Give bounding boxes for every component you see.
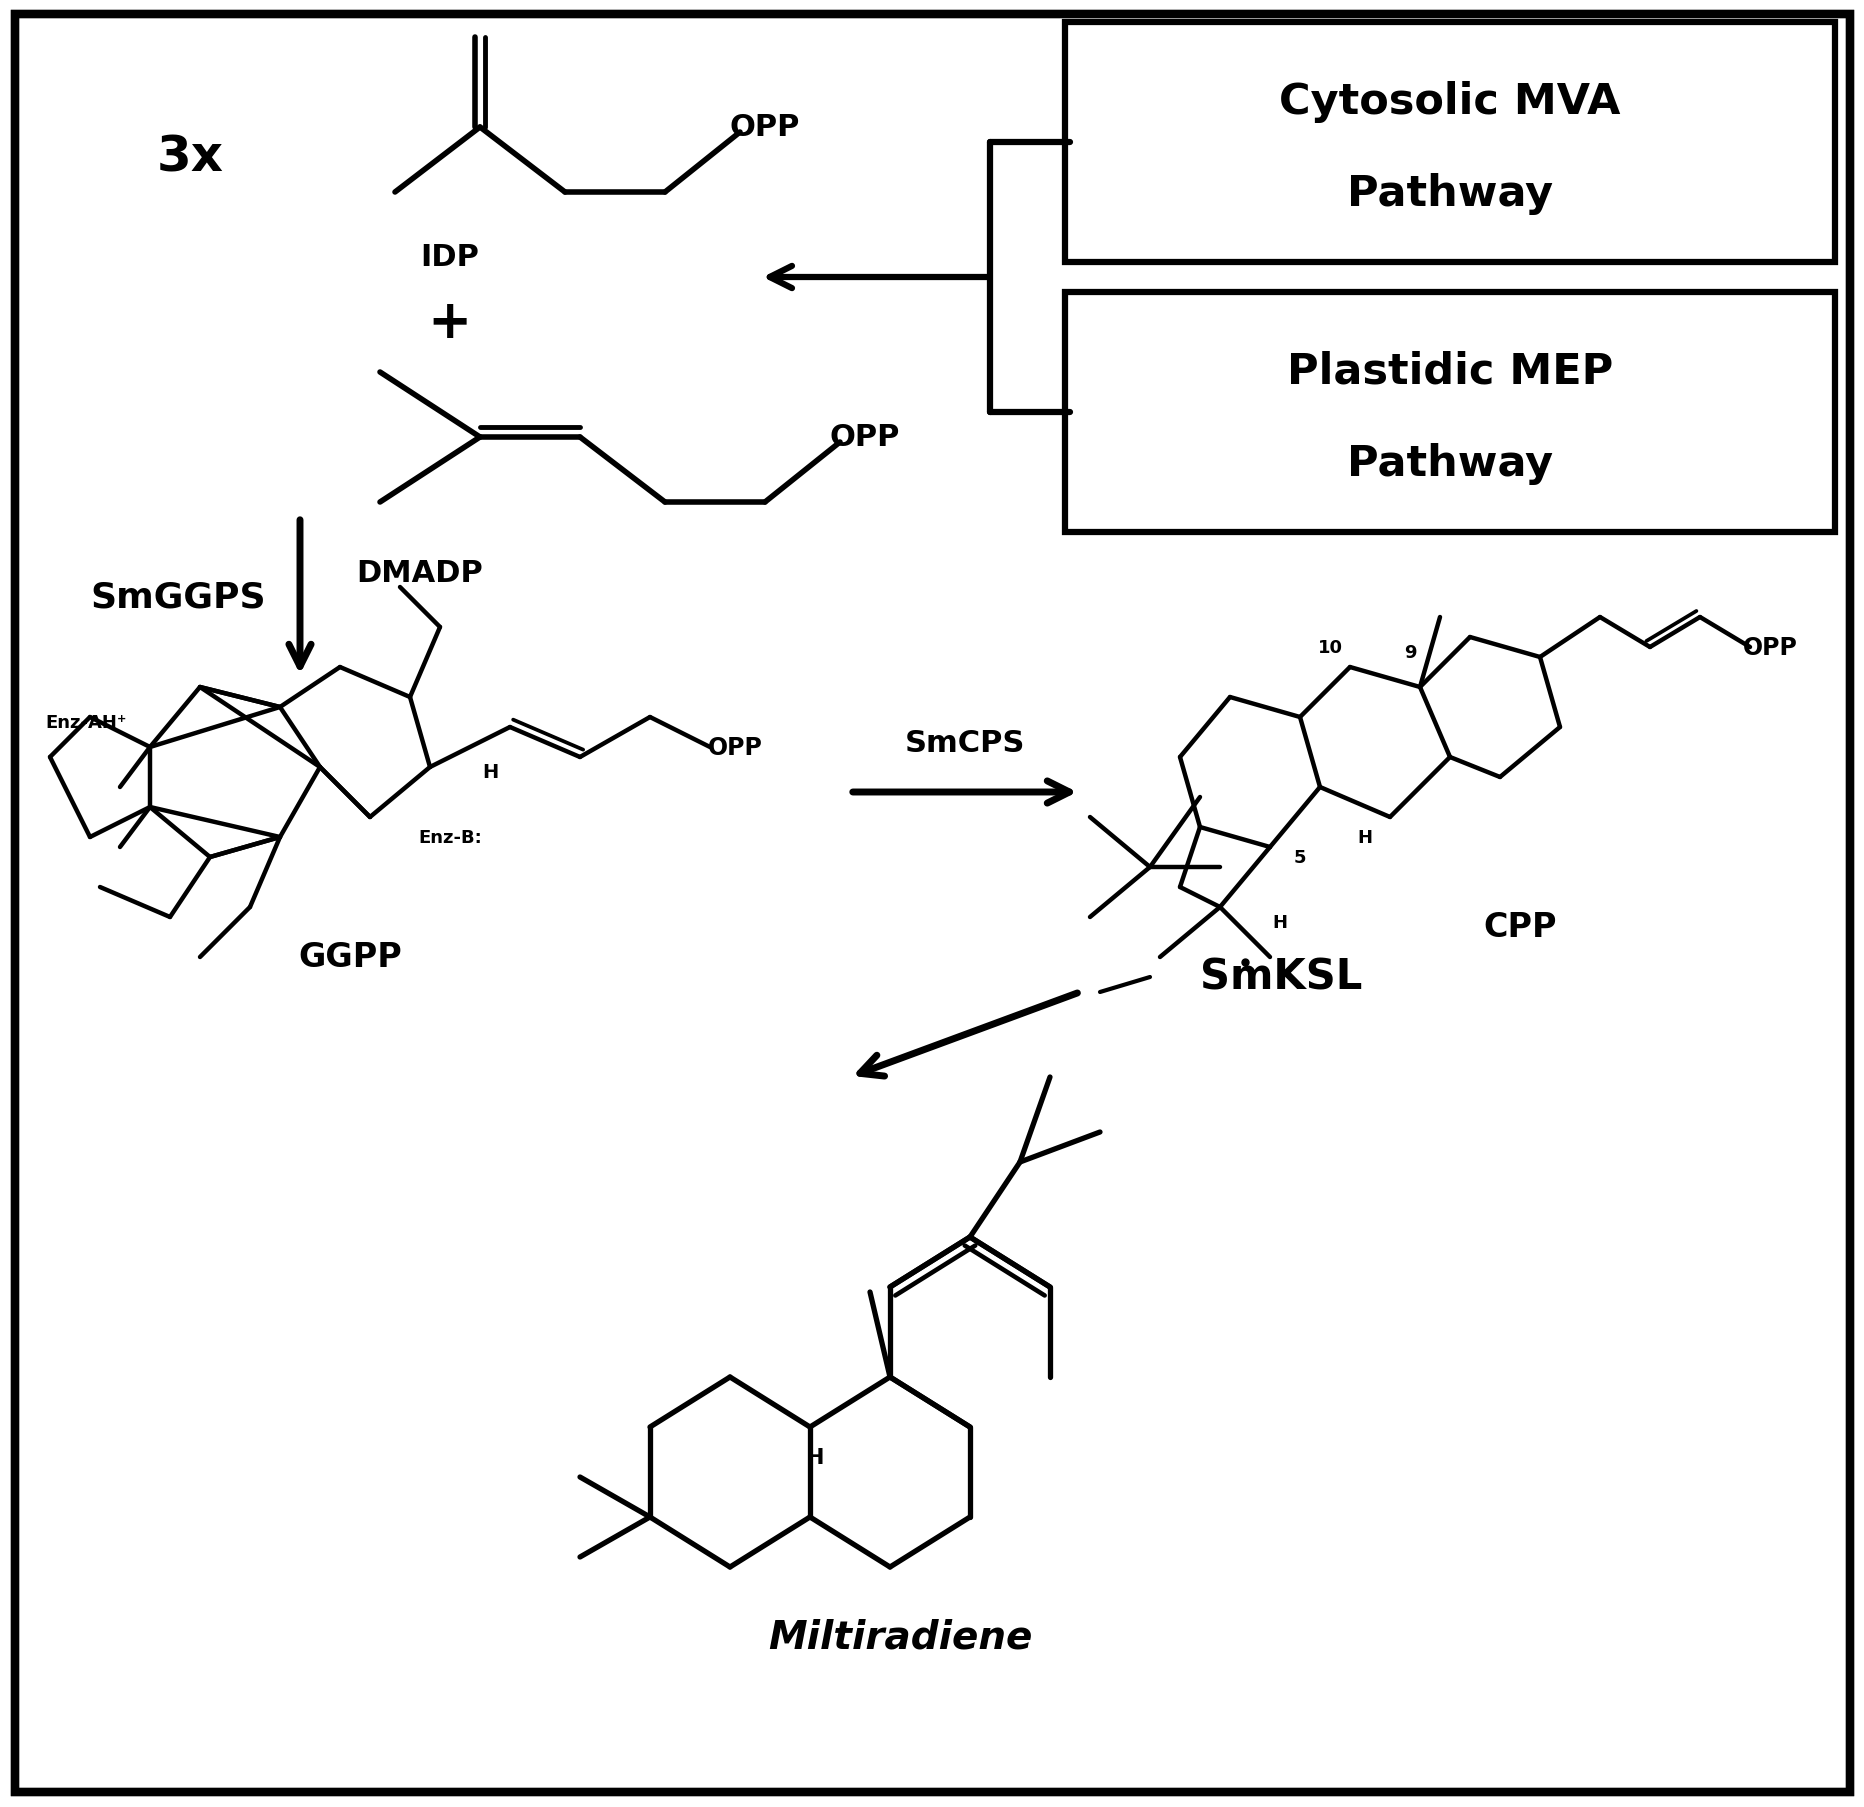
Text: H: H (805, 1447, 824, 1467)
FancyBboxPatch shape (1064, 23, 1834, 262)
Text: GGPP: GGPP (298, 941, 401, 974)
Text: OPP: OPP (729, 114, 800, 143)
Text: OPP: OPP (1741, 636, 1797, 660)
Text: OPP: OPP (829, 423, 900, 452)
Text: OPP: OPP (706, 735, 762, 759)
Text: +: + (427, 296, 472, 349)
Text: Plastidic MEP: Plastidic MEP (1286, 351, 1612, 392)
Text: 3x: 3x (157, 134, 224, 183)
Text: Enz-AH⁺: Enz-AH⁺ (45, 714, 127, 732)
Text: IDP: IDP (421, 244, 479, 273)
Text: 9: 9 (1404, 643, 1415, 661)
Text: H: H (1271, 914, 1286, 931)
Text: H: H (1357, 829, 1372, 846)
Text: 5: 5 (1294, 849, 1305, 867)
Text: Miltiradiene: Miltiradiene (768, 1617, 1031, 1655)
Text: Pathway: Pathway (1346, 172, 1553, 215)
Text: H: H (481, 763, 498, 782)
Text: SmCPS: SmCPS (904, 728, 1025, 757)
Text: Cytosolic MVA: Cytosolic MVA (1279, 81, 1620, 123)
Text: Pathway: Pathway (1346, 443, 1553, 484)
Text: CPP: CPP (1482, 911, 1556, 943)
FancyBboxPatch shape (1064, 293, 1834, 533)
Text: 10: 10 (1316, 638, 1342, 656)
Text: SmKSL: SmKSL (1199, 956, 1361, 999)
Text: SmGGPS: SmGGPS (89, 580, 265, 614)
Text: Enz-B:: Enz-B: (418, 829, 481, 846)
Text: DMADP: DMADP (356, 558, 483, 587)
